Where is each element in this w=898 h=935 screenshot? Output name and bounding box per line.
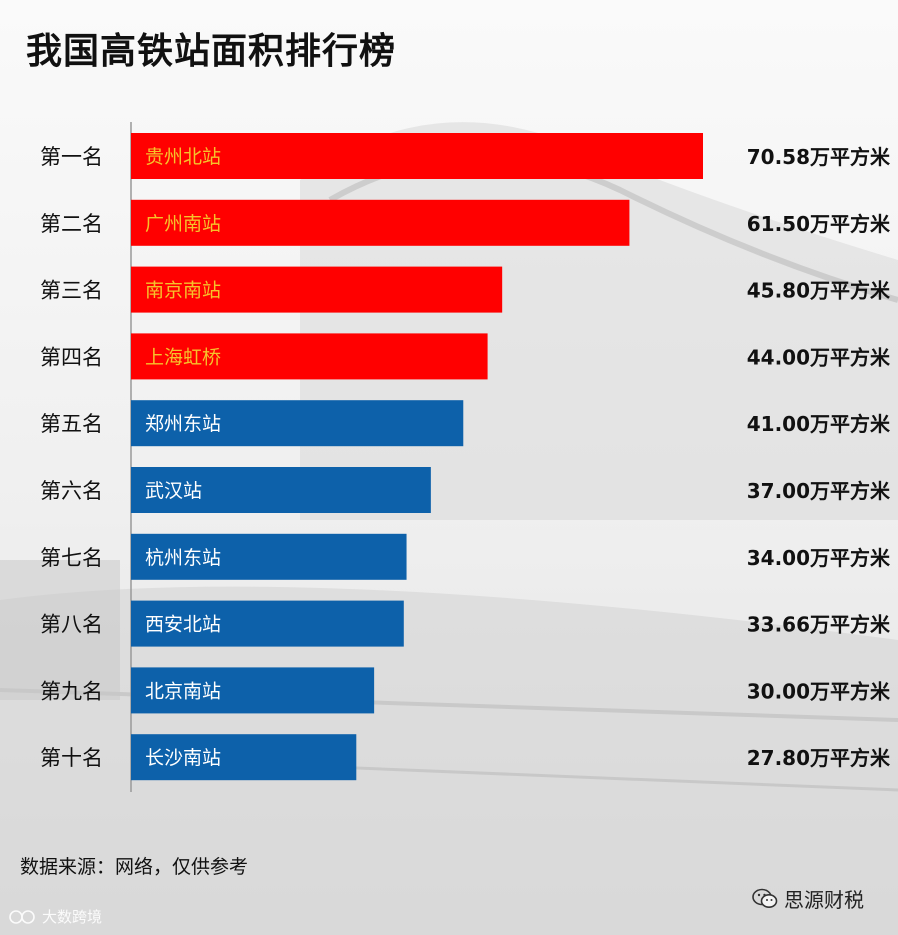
bar-8 (131, 600, 404, 647)
station-label-6: 武汉站 (145, 480, 202, 502)
watermark-logo-icon (9, 909, 35, 924)
rank-label-9: 第九名 (40, 679, 103, 703)
chart-title: 我国高铁站面积排行榜 (26, 31, 397, 72)
value-label-3: 45.80万平方米 (747, 279, 891, 303)
watermark: 大数跨境 (8, 906, 102, 927)
bar-3 (131, 266, 503, 313)
rank-label-6: 第六名 (40, 479, 103, 503)
station-label-9: 北京南站 (145, 680, 221, 702)
value-label-7: 34.00万平方米 (747, 546, 891, 570)
brand-name: 思源财税 (784, 888, 864, 912)
rank-label-1: 第一名 (40, 145, 103, 169)
value-label-2: 61.50万平方米 (747, 212, 891, 236)
station-label-2: 广州南站 (145, 213, 221, 235)
bar-9 (131, 667, 375, 714)
bar-6 (131, 467, 431, 513)
brand-badge: 思源财税 (752, 884, 864, 913)
data-source-note: 数据来源：网络，仅供参考 (20, 856, 249, 878)
wechat-icon (752, 888, 778, 908)
bar-10 (131, 734, 357, 781)
rank-label-10: 第十名 (40, 746, 103, 770)
rank-label-3: 第三名 (40, 279, 103, 303)
station-label-8: 西安北站 (145, 614, 221, 636)
station-label-1: 贵州北站 (145, 146, 221, 168)
value-label-8: 33.66万平方米 (747, 613, 891, 637)
bar-1 (131, 133, 703, 179)
value-label-9: 30.00万平方米 (747, 679, 891, 703)
rank-label-7: 第七名 (40, 546, 103, 570)
station-label-7: 杭州东站 (145, 547, 221, 569)
bar-2 (131, 199, 630, 246)
station-label-3: 南京南站 (145, 280, 221, 302)
rank-label-2: 第二名 (40, 212, 103, 236)
value-label-1: 70.58万平方米 (747, 145, 891, 169)
rank-label-5: 第五名 (40, 412, 103, 436)
value-label-4: 44.00万平方米 (747, 345, 891, 369)
value-label-5: 41.00万平方米 (747, 412, 891, 436)
rank-label-4: 第四名 (40, 345, 103, 369)
bar-5 (131, 400, 464, 447)
value-label-10: 27.80万平方米 (747, 746, 891, 770)
station-label-5: 郑州东站 (145, 413, 221, 435)
rank-label-8: 第八名 (40, 613, 103, 637)
value-label-6: 37.00万平方米 (747, 479, 891, 503)
bar-4 (131, 333, 488, 380)
station-label-4: 上海虹桥 (145, 346, 221, 368)
watermark-text: 大数跨境 (42, 908, 103, 926)
bar-7 (131, 533, 407, 580)
station-label-10: 长沙南站 (145, 747, 221, 769)
